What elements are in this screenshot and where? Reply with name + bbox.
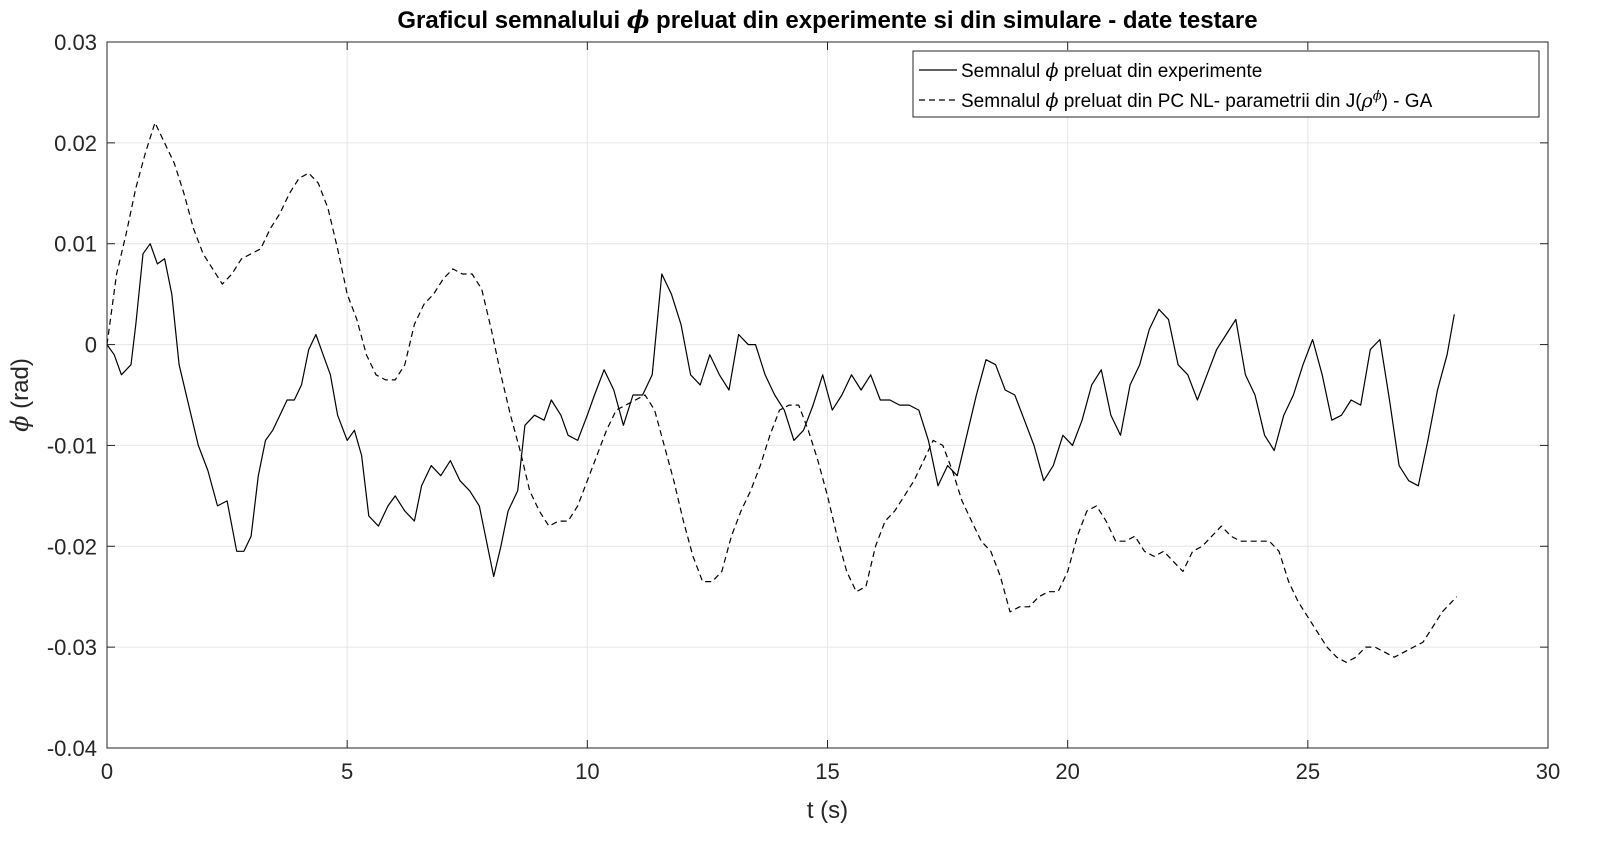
x-tick-label: 25 [1296, 759, 1320, 784]
x-axis-label: t (s) [807, 797, 848, 824]
title-phi-symbol: ϕ [627, 5, 650, 34]
y-tick-label: 0.02 [54, 131, 97, 156]
x-tick-label: 20 [1055, 759, 1079, 784]
title-part: preluat din experimente si din simulare … [649, 7, 1257, 34]
legend-entry-experimente: Semnalul ϕ preluat din experimente [961, 60, 1262, 82]
legend-text-part: Semnalul [961, 91, 1046, 112]
x-tick-label: 0 [101, 759, 113, 784]
legend: Semnalul ϕ preluat din experimente Semna… [912, 50, 1540, 118]
y-tick-label: -0.04 [47, 736, 97, 761]
y-tick-label: -0.02 [47, 534, 97, 559]
legend-text-part: preluat din PC NL- parametrii din J( [1058, 91, 1362, 112]
y-tick-label: 0.03 [54, 30, 97, 55]
y-axis-unit: (rad) [7, 358, 34, 415]
y-tick-label: 0.01 [54, 232, 97, 257]
legend-text-part: Semnalul [961, 61, 1046, 82]
series-line-simulare [106, 122, 1458, 663]
axis-ticks [106, 41, 1549, 749]
y-tick-label: -0.03 [47, 635, 97, 660]
x-tick-labels: 0 5 10 15 20 25 30 [101, 759, 1560, 784]
y-tick-labels: 0.03 0.02 0.01 0 -0.01 -0.02 -0.03 -0.04 [47, 30, 97, 761]
title-part: Graficul semnalului [397, 7, 626, 34]
x-tick-label: 30 [1536, 759, 1560, 784]
x-tick-label: 10 [575, 759, 599, 784]
legend-entry-simulare: Semnalul ϕ preluat din PC NL- parametrii… [961, 89, 1433, 113]
legend-phi-symbol: ϕ [1046, 90, 1059, 112]
legend-phi-symbol: ϕ [1046, 60, 1059, 82]
y-axis-phi-symbol: ϕ [6, 415, 34, 431]
x-tick-label: 5 [341, 759, 353, 784]
legend-phi-superscript: ϕ [1373, 89, 1382, 104]
series-line-experimente [106, 243, 1455, 578]
legend-text-part: ) - GA [1382, 91, 1433, 112]
legend-box [912, 50, 1540, 118]
y-tick-label: 0 [85, 333, 97, 358]
chart-title: Graficul semnalului ϕ preluat din experi… [397, 5, 1257, 34]
series-layer [106, 122, 1458, 663]
y-tick-label: -0.01 [47, 433, 97, 458]
legend-text-part: preluat din experimente [1058, 61, 1262, 82]
x-tick-label: 15 [815, 759, 839, 784]
legend-rho-symbol: ρ [1361, 90, 1374, 112]
y-axis-label: ϕ (rad) [6, 358, 34, 432]
